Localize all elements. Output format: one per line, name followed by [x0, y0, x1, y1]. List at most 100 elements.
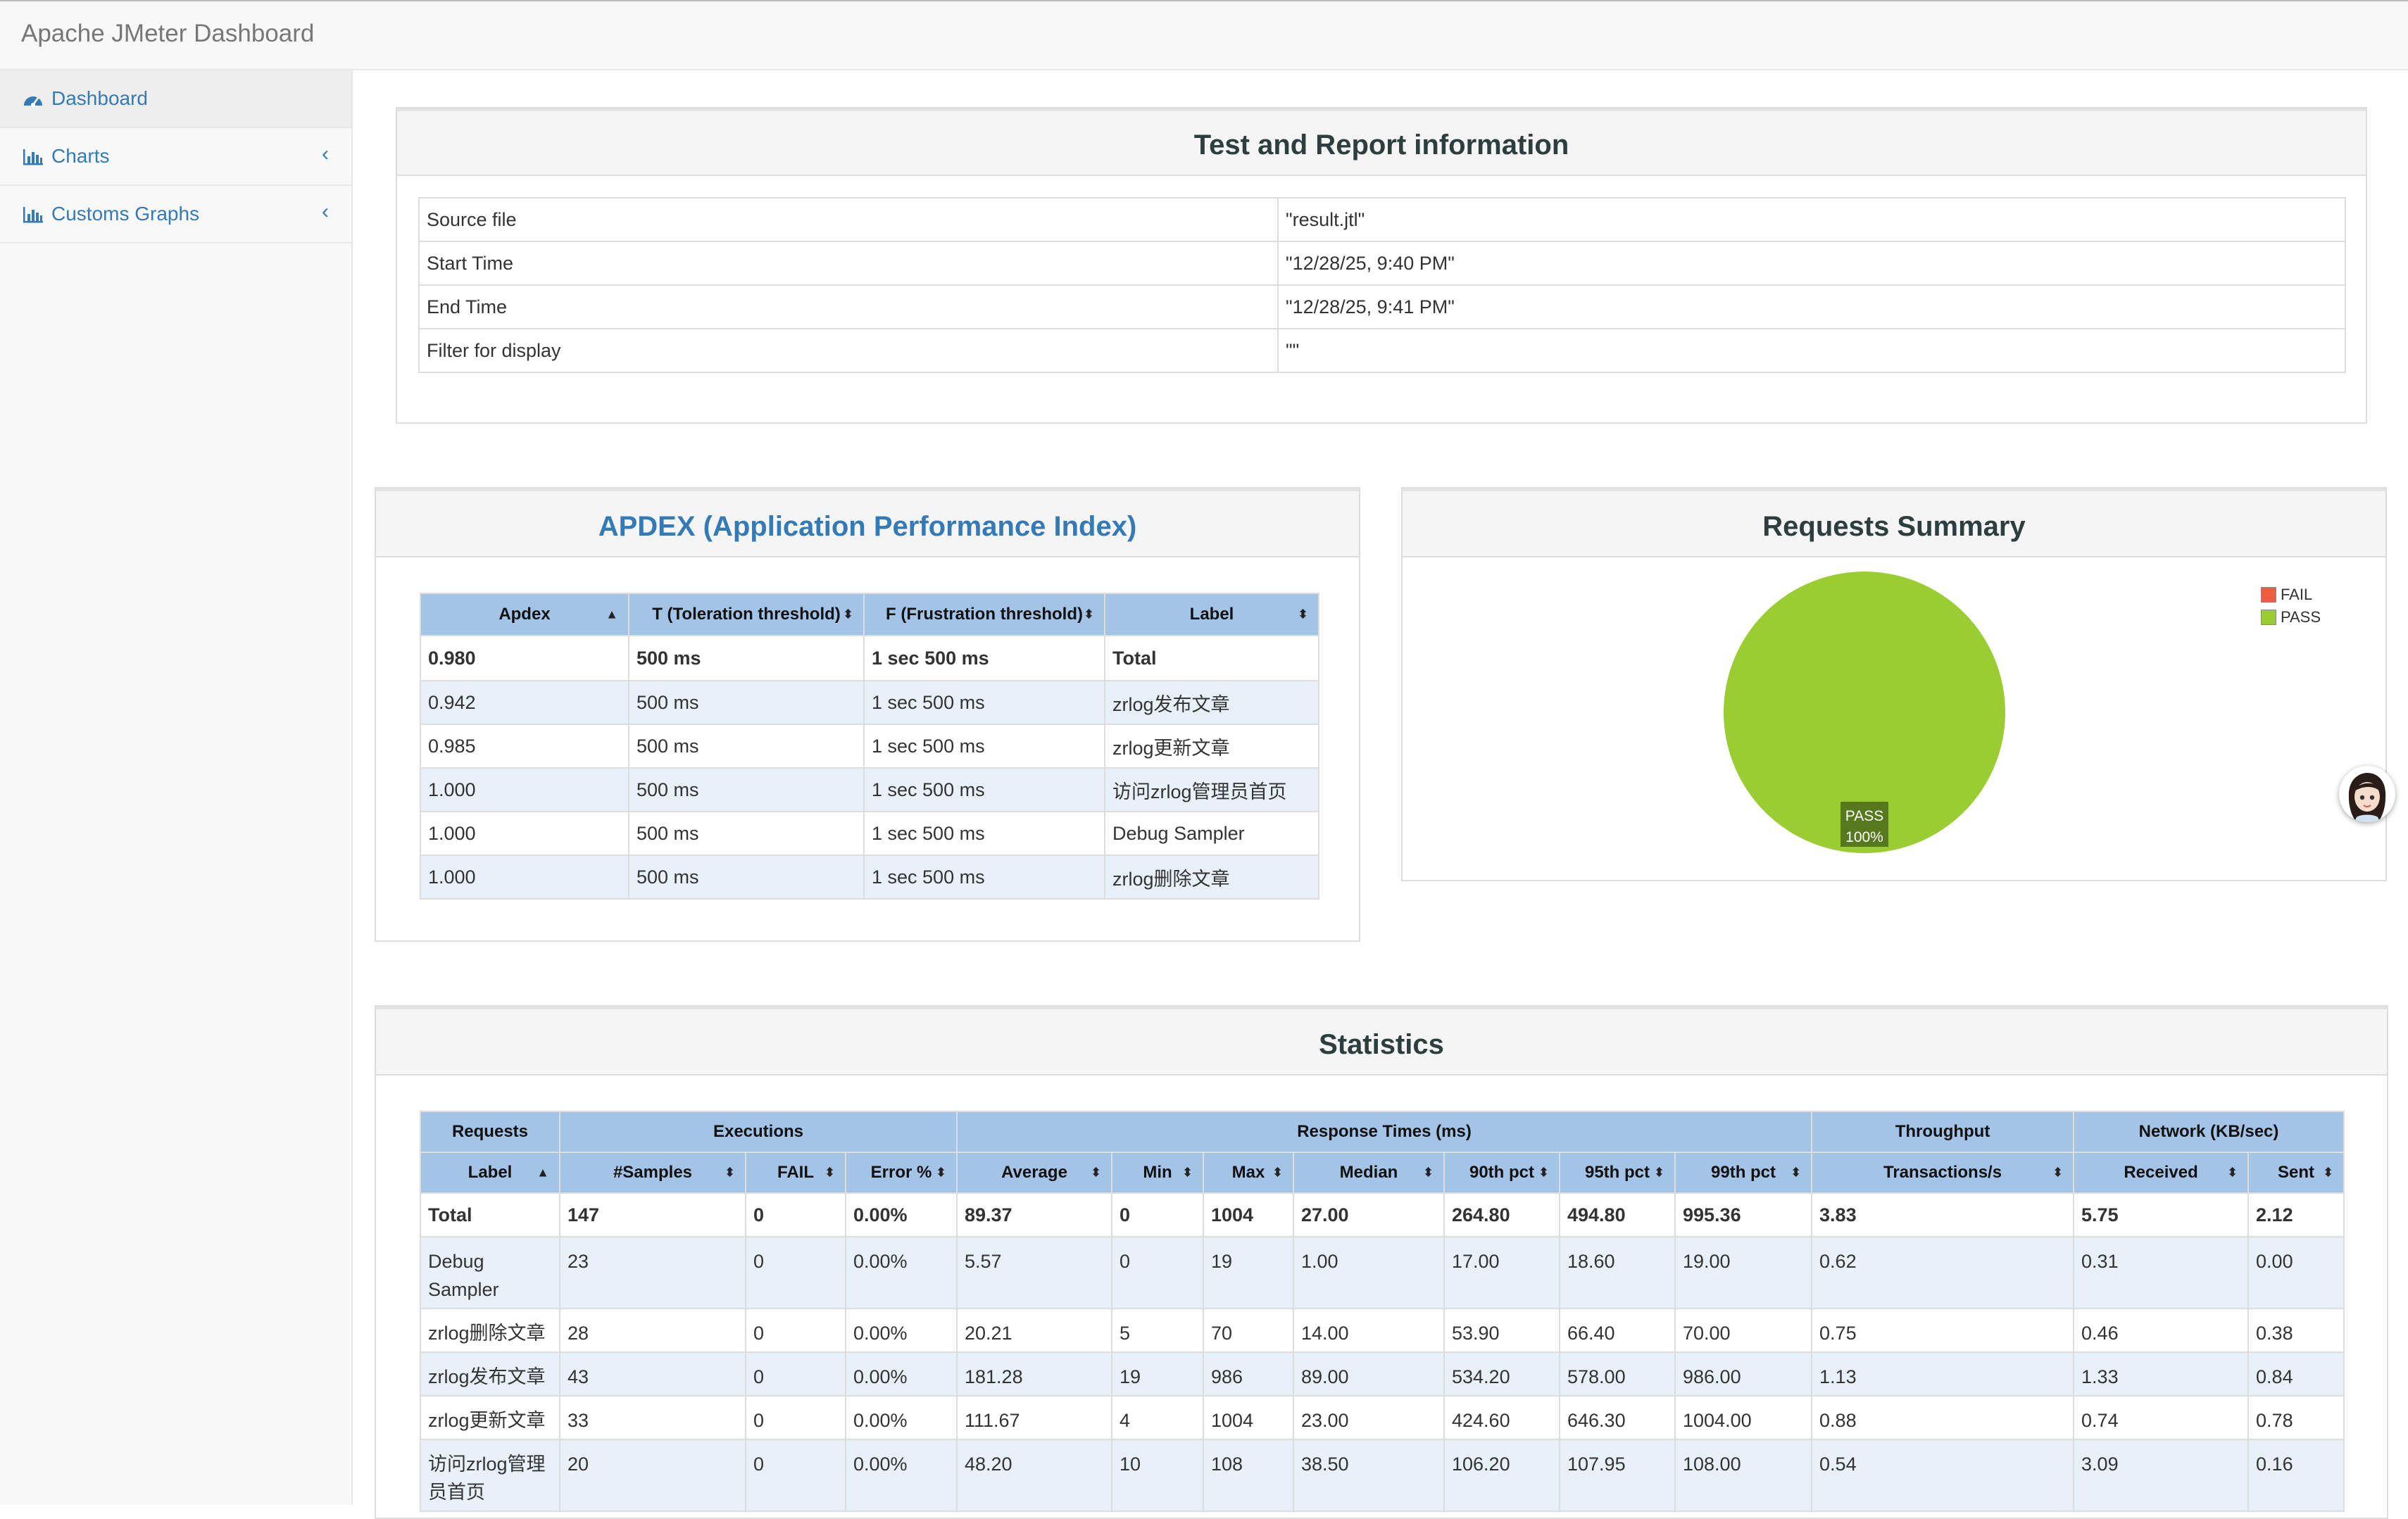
sidebar-item-customs-graphs[interactable]: Customs Graphs ‹	[0, 186, 351, 244]
table-cell: 89.00	[1293, 1351, 1445, 1397]
table-cell: 0.00%	[845, 1395, 958, 1440]
group-header-executions: Executions	[559, 1111, 958, 1153]
table-row: 0.942 500 ms 1 sec 500 ms zrlog发布文章	[420, 680, 1319, 725]
column-header-label[interactable]: Label ▲	[420, 1152, 560, 1194]
table-row: 访问zrlog管理员首页 20 0 0.00% 48.20 10 108 38.50 106.2…	[420, 1439, 2345, 1512]
column-header-max[interactable]: Max ⬍	[1203, 1152, 1294, 1194]
column-header-text: 99th pct	[1711, 1163, 1776, 1182]
table-cell: 访问zrlog管理员首页	[1104, 767, 1319, 812]
column-header-sent[interactable]: Sent ⬍	[2247, 1152, 2345, 1194]
sort-icon: ⬍	[1422, 1165, 1434, 1180]
avatar-icon	[2348, 773, 2386, 822]
column-header-text: Max	[1231, 1163, 1265, 1182]
column-header-median[interactable]: Median ⬍	[1293, 1152, 1445, 1194]
column-header-label: Label	[1189, 605, 1234, 624]
statistics-panel: Statistics Requests Executions Response …	[375, 1005, 2388, 1519]
table-cell: 0.942	[420, 680, 629, 725]
table-cell: 5.57	[956, 1236, 1112, 1309]
table-cell: 0	[1111, 1236, 1204, 1309]
table-cell: 646.30	[1559, 1395, 1676, 1440]
table-cell: 1.000	[420, 855, 629, 900]
sort-icon: ⬍	[1297, 607, 1308, 622]
table-cell: 500 ms	[628, 724, 865, 769]
assistant-avatar[interactable]	[2339, 766, 2395, 822]
legend-item-pass[interactable]: PASS	[2260, 608, 2321, 626]
panel-heading: Statistics	[376, 1007, 2387, 1076]
sort-icon: ⬍	[1653, 1165, 1664, 1180]
table-cell: 0.38	[2247, 1308, 2345, 1353]
legend-label: FAIL	[2280, 586, 2313, 603]
group-header-requests: Requests	[420, 1111, 560, 1153]
app-title[interactable]: Apache JMeter Dashboard	[21, 20, 315, 47]
table-cell: 33	[559, 1395, 746, 1440]
table-cell: 0.985	[420, 724, 629, 769]
column-header-average[interactable]: Average ⬍	[956, 1152, 1112, 1194]
table-row: End Time "12/28/25, 9:41 PM"	[418, 284, 2346, 329]
table-cell: 20	[559, 1439, 746, 1512]
table-cell: 23	[559, 1236, 746, 1309]
column-header-label-col[interactable]: Label ⬍	[1104, 593, 1319, 636]
table-cell: 89.37	[956, 1192, 1112, 1237]
table-cell: 0.46	[2073, 1308, 2250, 1353]
column-header-toleration[interactable]: T (Toleration threshold) ⬍	[628, 593, 865, 636]
table-cell: 424.60	[1443, 1395, 1560, 1440]
column-header-error-pct[interactable]: Error % ⬍	[845, 1152, 958, 1194]
column-header-95th[interactable]: 95th pct ⬍	[1559, 1152, 1676, 1194]
column-header-frustration[interactable]: F (Frustration threshold) ⬍	[863, 593, 1105, 636]
statistics-table-body: Total 147 0 0.00% 89.37 0 1004 27.00 264.80 494.8…	[420, 1192, 2345, 1512]
table-cell: 0	[745, 1439, 846, 1512]
table-row: Filter for display ""	[418, 328, 2346, 373]
column-header-text: Received	[2124, 1163, 2198, 1182]
column-header-text: Transactions/s	[1883, 1163, 2002, 1182]
info-key: Start Time	[418, 241, 1279, 286]
apdex-title-link[interactable]: APDEX (Application Performance Index)	[598, 511, 1137, 542]
table-cell: 1 sec 500 ms	[863, 855, 1105, 900]
legend-item-fail[interactable]: FAIL	[2260, 586, 2321, 604]
table-cell: 1 sec 500 ms	[863, 680, 1105, 725]
column-header-text: FAIL	[777, 1163, 814, 1182]
table-header-row: Label ▲ #Samples ⬍ FAIL ⬍ Error % ⬍ Average ⬍…	[420, 1152, 2345, 1194]
requests-pie-chart[interactable]: PASS 100%	[1403, 559, 2385, 880]
pie-label-text: PASS	[1845, 808, 1883, 824]
table-cell: 986	[1203, 1351, 1294, 1397]
column-header-90th[interactable]: 90th pct ⬍	[1443, 1152, 1560, 1194]
table-cell: 19.00	[1674, 1236, 1813, 1309]
group-header-response-times: Response Times (ms)	[955, 1111, 1813, 1153]
chevron-left-icon[interactable]: ‹	[322, 200, 329, 223]
column-header-received[interactable]: Received ⬍	[2073, 1152, 2250, 1194]
column-header-transactions[interactable]: Transactions/s ⬍	[1811, 1152, 2075, 1194]
sidebar-item-dashboard[interactable]: Dashboard	[0, 70, 351, 128]
column-header-apdex[interactable]: Apdex ▲	[420, 593, 629, 636]
table-cell: 70	[1203, 1308, 1294, 1353]
table-cell: 5.75	[2073, 1192, 2250, 1237]
table-cell: zrlog发布文章	[1104, 680, 1319, 725]
panel-title: Requests Summary	[1762, 511, 2026, 542]
chevron-left-icon[interactable]: ‹	[322, 142, 329, 165]
column-header-samples[interactable]: #Samples ⬍	[559, 1152, 746, 1194]
panel-heading: APDEX (Application Performance Index)	[376, 489, 1359, 557]
pie-slice-pass[interactable]	[1724, 572, 2005, 853]
sort-icon: ⬍	[1790, 1165, 1802, 1180]
table-cell: 20.21	[956, 1308, 1112, 1353]
info-key: Filter for display	[418, 328, 1279, 373]
table-cell: 1.000	[420, 767, 629, 812]
sort-icon: ⬍	[842, 607, 853, 622]
bar-chart-icon	[23, 207, 43, 223]
column-header-min[interactable]: Min ⬍	[1111, 1152, 1204, 1194]
column-header-99th[interactable]: 99th pct ⬍	[1674, 1152, 1813, 1194]
sort-icon: ⬍	[1272, 1165, 1283, 1180]
table-cell: 0.00%	[845, 1308, 958, 1353]
table-group-header-row: Requests Executions Response Times (ms) …	[420, 1111, 2345, 1153]
table-cell: zrlog更新文章	[420, 1395, 560, 1440]
column-header-label: Apdex	[498, 605, 551, 624]
info-value: "12/28/25, 9:41 PM"	[1277, 284, 2346, 329]
table-cell: 0.78	[2247, 1395, 2345, 1440]
table-row: 0.985 500 ms 1 sec 500 ms zrlog更新文章	[420, 724, 1319, 769]
sidebar-item-charts[interactable]: Charts ‹	[0, 128, 351, 186]
table-cell: 19	[1203, 1236, 1294, 1309]
table-cell: 0.980	[420, 635, 629, 681]
chart-legend[interactable]: FAIL PASS	[2260, 586, 2321, 626]
column-header-fail[interactable]: FAIL ⬍	[745, 1152, 846, 1194]
sort-icon: ⬍	[1090, 1165, 1101, 1180]
table-cell: 0	[745, 1236, 846, 1309]
